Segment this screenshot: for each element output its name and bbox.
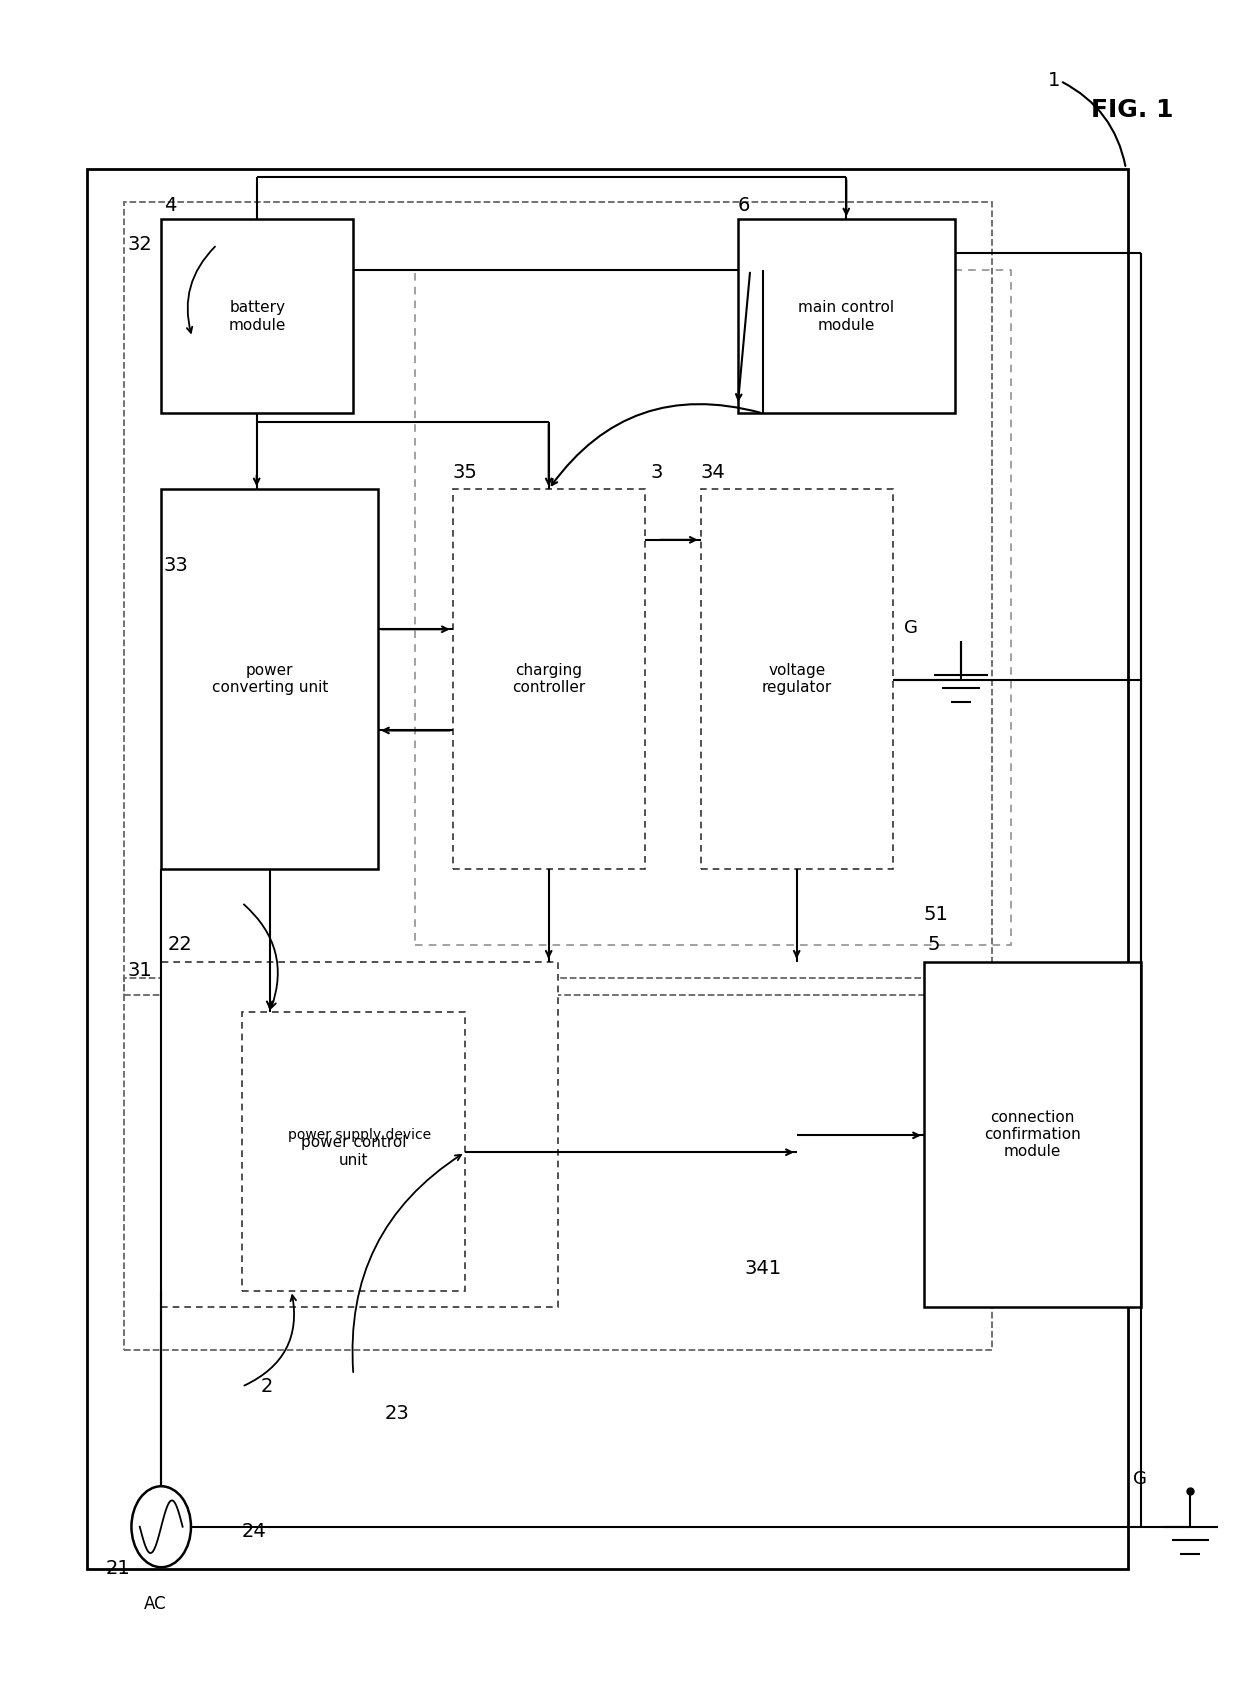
Text: FIG. 1: FIG. 1: [1091, 98, 1174, 121]
Text: 21: 21: [105, 1559, 130, 1579]
Text: power
converting unit: power converting unit: [212, 663, 327, 695]
Text: AC: AC: [144, 1596, 166, 1613]
Text: 1: 1: [1048, 71, 1060, 91]
FancyBboxPatch shape: [161, 962, 558, 1307]
Text: 22: 22: [167, 935, 192, 955]
FancyBboxPatch shape: [453, 489, 645, 869]
Text: power control
unit: power control unit: [300, 1135, 407, 1167]
Text: G: G: [1133, 1471, 1147, 1488]
Text: voltage
regulator: voltage regulator: [761, 663, 832, 695]
FancyBboxPatch shape: [161, 489, 378, 869]
FancyBboxPatch shape: [161, 219, 353, 413]
Text: 23: 23: [384, 1404, 409, 1424]
Text: 31: 31: [128, 960, 153, 980]
Text: 3: 3: [651, 462, 663, 482]
FancyBboxPatch shape: [87, 169, 1128, 1569]
Text: 4: 4: [164, 196, 176, 216]
Text: charging
controller: charging controller: [512, 663, 585, 695]
Text: 32: 32: [128, 234, 153, 255]
Text: 24: 24: [242, 1522, 267, 1542]
Text: main control
module: main control module: [799, 300, 894, 332]
Text: 33: 33: [164, 555, 188, 575]
FancyBboxPatch shape: [738, 219, 955, 413]
Text: 2: 2: [260, 1377, 273, 1397]
Text: 6: 6: [738, 196, 750, 216]
Text: 35: 35: [453, 462, 477, 482]
Text: 51: 51: [924, 904, 949, 924]
Text: G: G: [904, 619, 918, 636]
Text: 5: 5: [928, 935, 940, 955]
Text: connection
confirmation
module: connection confirmation module: [983, 1110, 1081, 1159]
Text: 34: 34: [701, 462, 725, 482]
FancyBboxPatch shape: [701, 489, 893, 869]
Text: power supply device: power supply device: [288, 1127, 432, 1142]
FancyBboxPatch shape: [924, 962, 1141, 1307]
Text: battery
module: battery module: [228, 300, 286, 332]
FancyBboxPatch shape: [242, 1012, 465, 1291]
Text: 341: 341: [744, 1259, 781, 1279]
